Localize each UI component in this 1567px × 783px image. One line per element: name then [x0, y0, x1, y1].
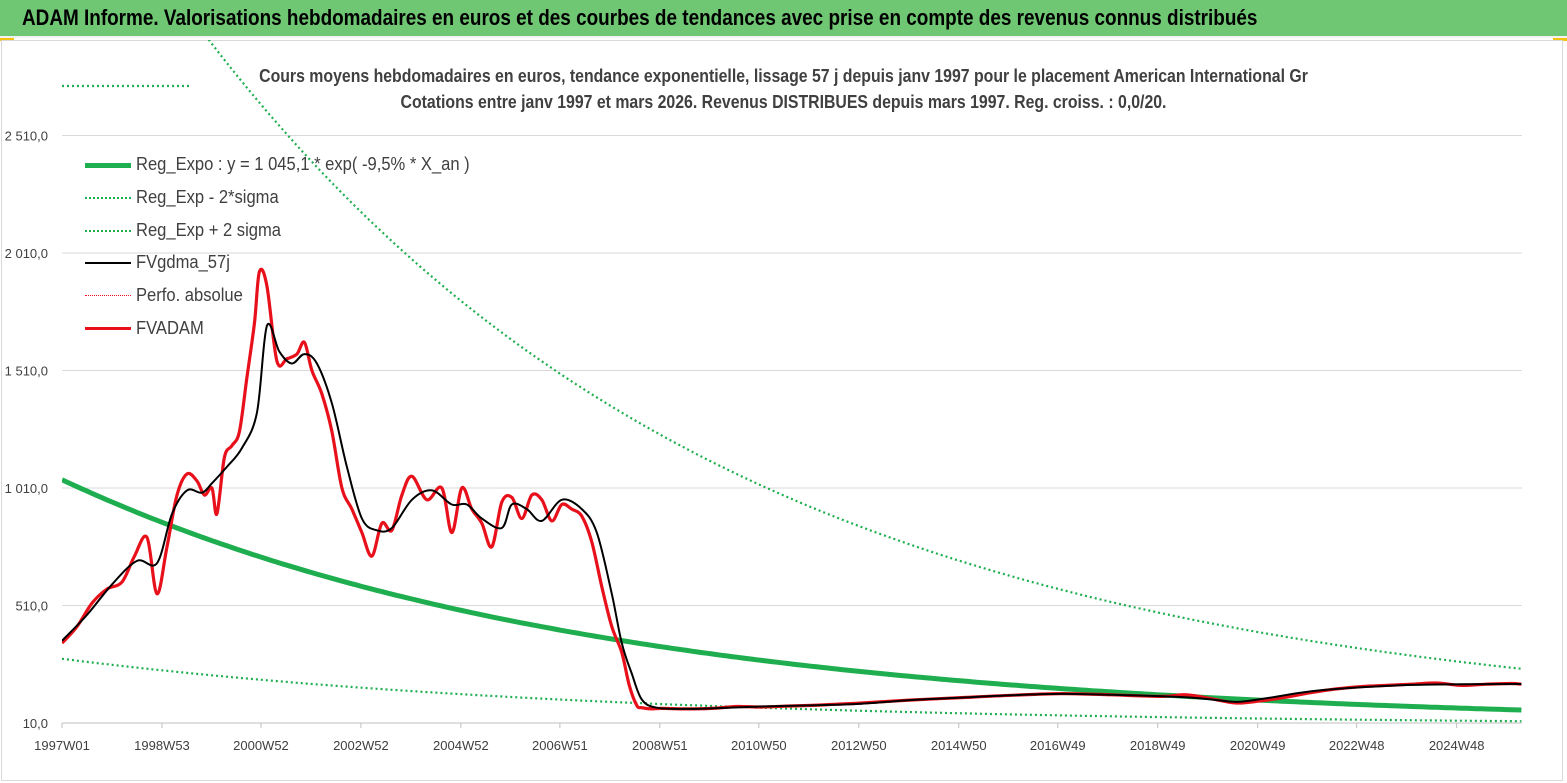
reg-expo-line — [62, 477, 1522, 713]
x-tick-label: 2010W50 — [731, 738, 787, 753]
series-lines — [62, 40, 1522, 723]
legend-label: FVADAM — [136, 317, 204, 338]
chart-subtitle: Cotations entre janv 1997 et mars 2026. … — [400, 92, 1167, 112]
y-tick-label: 2 010,0 — [5, 246, 48, 261]
chart-title-block: Cours moyens hebdomadaires en euros, ten… — [0, 63, 1567, 115]
x-tick-label: 2022W48 — [1329, 738, 1385, 753]
legend-label: Reg_Exp + 2 sigma — [136, 219, 281, 240]
axes: 10,0 510,0 1 010,0 1 510,0 2 010,0 2 510,0 199… — [5, 84, 1522, 753]
report-banner-title: ADAM Informe. Valorisations hebdomadaire… — [22, 5, 1258, 30]
legend-label: Reg_Exp - 2*sigma — [136, 186, 279, 207]
x-tick-label: 2024W48 — [1429, 738, 1485, 753]
legend-label: Reg_Expo : y = 1 045,1 * exp( -9,5% * X_… — [136, 154, 470, 174]
x-tick-label: 2012W50 — [831, 738, 887, 753]
x-tick-label: 2020W49 — [1230, 738, 1286, 753]
x-tick-label: 2004W52 — [433, 738, 489, 753]
legend-label: FVgdma_57j — [136, 252, 230, 273]
x-tick-label: 2000W52 — [233, 738, 289, 753]
fvgdma-line — [62, 322, 1522, 710]
legend-swatch — [85, 262, 131, 265]
x-tick-label: 1997W01 — [34, 738, 90, 753]
corner-accent-left — [0, 38, 14, 41]
x-tick-label: 2006W51 — [532, 738, 588, 753]
chart-title: Cours moyens hebdomadaires en euros, ten… — [259, 66, 1308, 86]
x-tick-label: 2002W52 — [333, 738, 389, 753]
legend-label: Perfo. absolue — [136, 285, 243, 306]
reg-exp-plus-2sigma-line — [207, 40, 1522, 670]
x-tick-label: 2016W49 — [1030, 738, 1086, 753]
legend-swatch — [85, 196, 131, 199]
y-tick-label: 1 010,0 — [5, 481, 48, 496]
report-banner: ADAM Informe. Valorisations hebdomadaire… — [0, 0, 1567, 38]
legend-swatch — [85, 295, 131, 297]
y-tick-label: 1 510,0 — [5, 364, 48, 379]
x-tick-label: 2018W49 — [1130, 738, 1186, 753]
legend-swatch — [85, 229, 131, 232]
legend-swatch — [85, 327, 131, 331]
reg-exp-minus-2sigma-line — [62, 657, 1522, 723]
x-tick-label: 2014W50 — [931, 738, 987, 753]
legend-swatch — [85, 162, 131, 168]
y-tick-label: 510,0 — [15, 599, 48, 614]
x-tick-label: 1998W53 — [134, 738, 190, 753]
x-tick-label: 2008W51 — [632, 738, 688, 753]
fvadam-line — [62, 267, 1522, 711]
gridlines — [62, 135, 1522, 606]
chart-frame — [1, 40, 1563, 781]
corner-accent-right — [1553, 38, 1567, 41]
y-tick-label: 10,0 — [23, 716, 48, 731]
y-tick-label: 2 510,0 — [5, 129, 48, 144]
